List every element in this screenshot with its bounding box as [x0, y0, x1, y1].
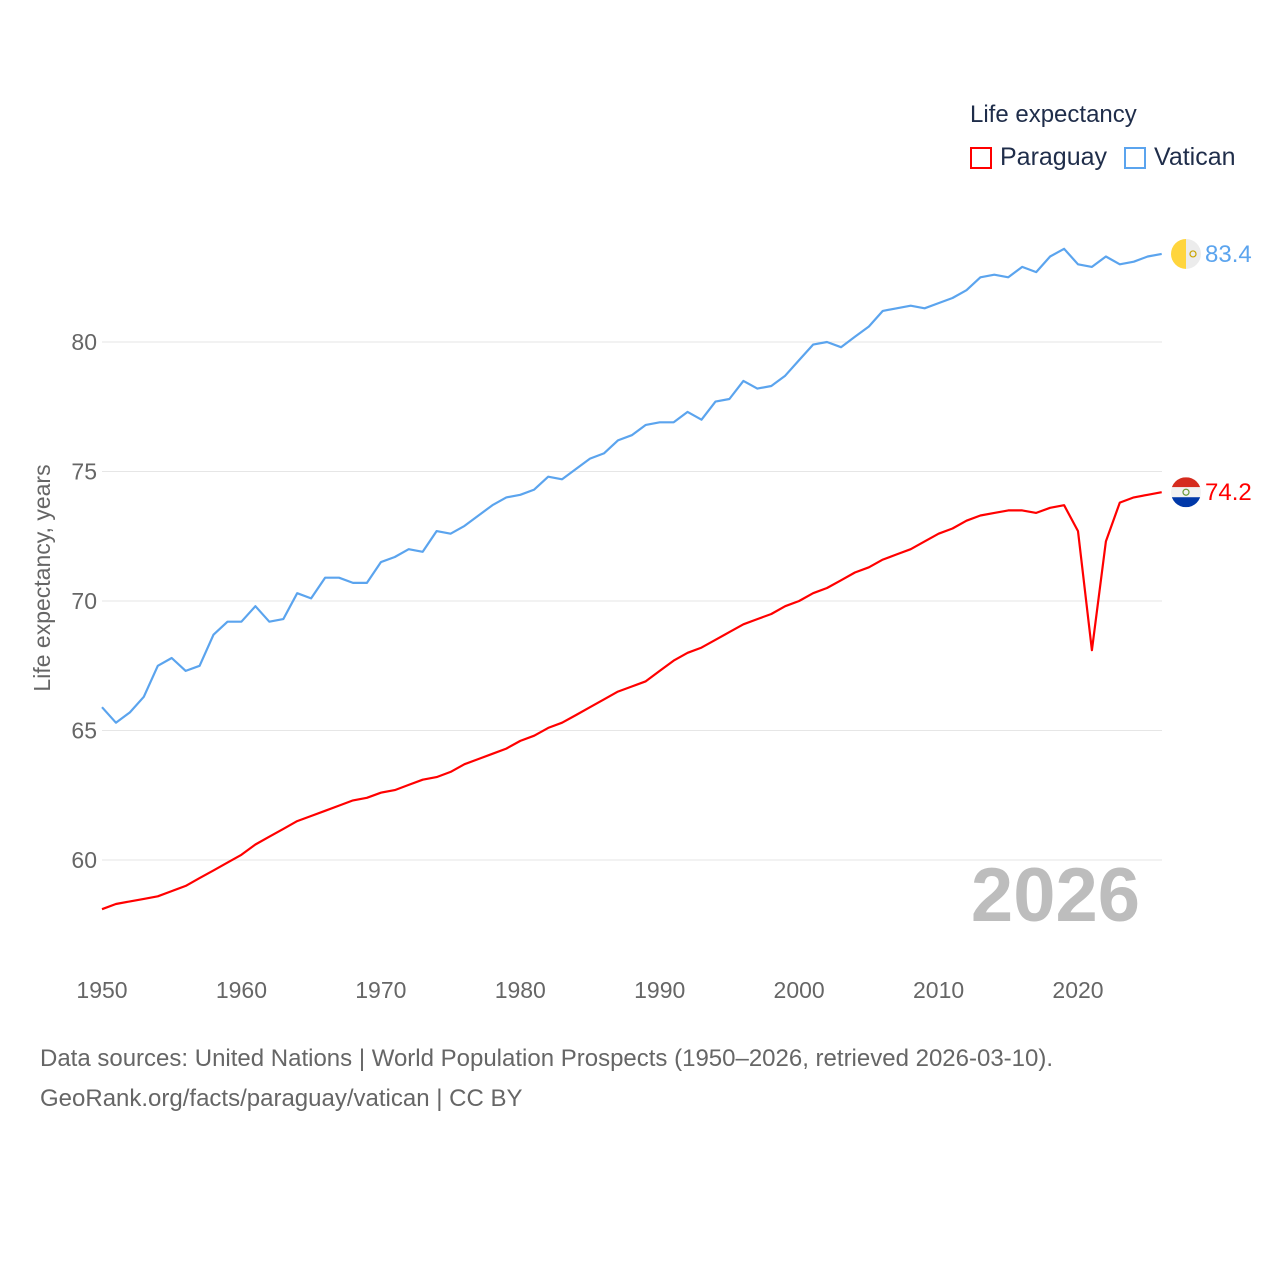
y-tick-label: 80: [71, 329, 97, 355]
legend-swatch: [1124, 146, 1146, 169]
y-tick-label: 65: [71, 718, 97, 744]
legend-label: Vatican: [1154, 143, 1236, 171]
vatican-flag-icon: [1171, 238, 1201, 269]
legend-item-paraguay[interactable]: Paraguay: [970, 143, 1107, 172]
y-tick-label: 75: [71, 459, 97, 485]
legend-swatch: [970, 146, 992, 169]
series-line-paraguay: [101, 491, 1162, 911]
y-tick-label: 60: [71, 847, 97, 873]
x-tick-label: 2000: [774, 977, 825, 1003]
y-tick-label: 70: [71, 588, 97, 614]
end-labels: 74.2 83.4: [1171, 238, 1252, 508]
paraguay-flag-icon: [1171, 477, 1201, 508]
x-tick-label: 1980: [495, 977, 546, 1003]
x-axis-ticks: 1950 1960 1970 1980 1990 2000 2010 2020: [76, 977, 1103, 1003]
end-value-label: 74.2: [1205, 479, 1252, 506]
series-line-vatican: [101, 247, 1162, 724]
y-axis-label: Life expectancy, years: [29, 464, 55, 691]
x-tick-label: 1950: [76, 977, 127, 1003]
y-axis-ticks: 60 65 70 75 80: [71, 329, 97, 873]
footer-link[interactable]: GeoRank.org/facts/paraguay/vatican | CC …: [40, 1085, 523, 1112]
footer-sources: Data sources: United Nations | World Pop…: [40, 1045, 1054, 1072]
x-tick-label: 2010: [913, 977, 964, 1003]
series-lines: [101, 247, 1162, 911]
year-watermark: 2026: [971, 853, 1140, 938]
grid-lines: [102, 341, 1162, 861]
legend-label: Paraguay: [1000, 143, 1108, 171]
legend-title: Life expectancy: [970, 101, 1137, 128]
x-tick-label: 1970: [355, 977, 406, 1003]
legend-item-vatican[interactable]: Vatican: [1124, 143, 1236, 172]
x-tick-label: 1990: [634, 977, 685, 1003]
x-tick-label: 2020: [1052, 977, 1103, 1003]
x-tick-label: 1960: [216, 977, 267, 1003]
end-value-label: 83.4: [1205, 241, 1252, 268]
